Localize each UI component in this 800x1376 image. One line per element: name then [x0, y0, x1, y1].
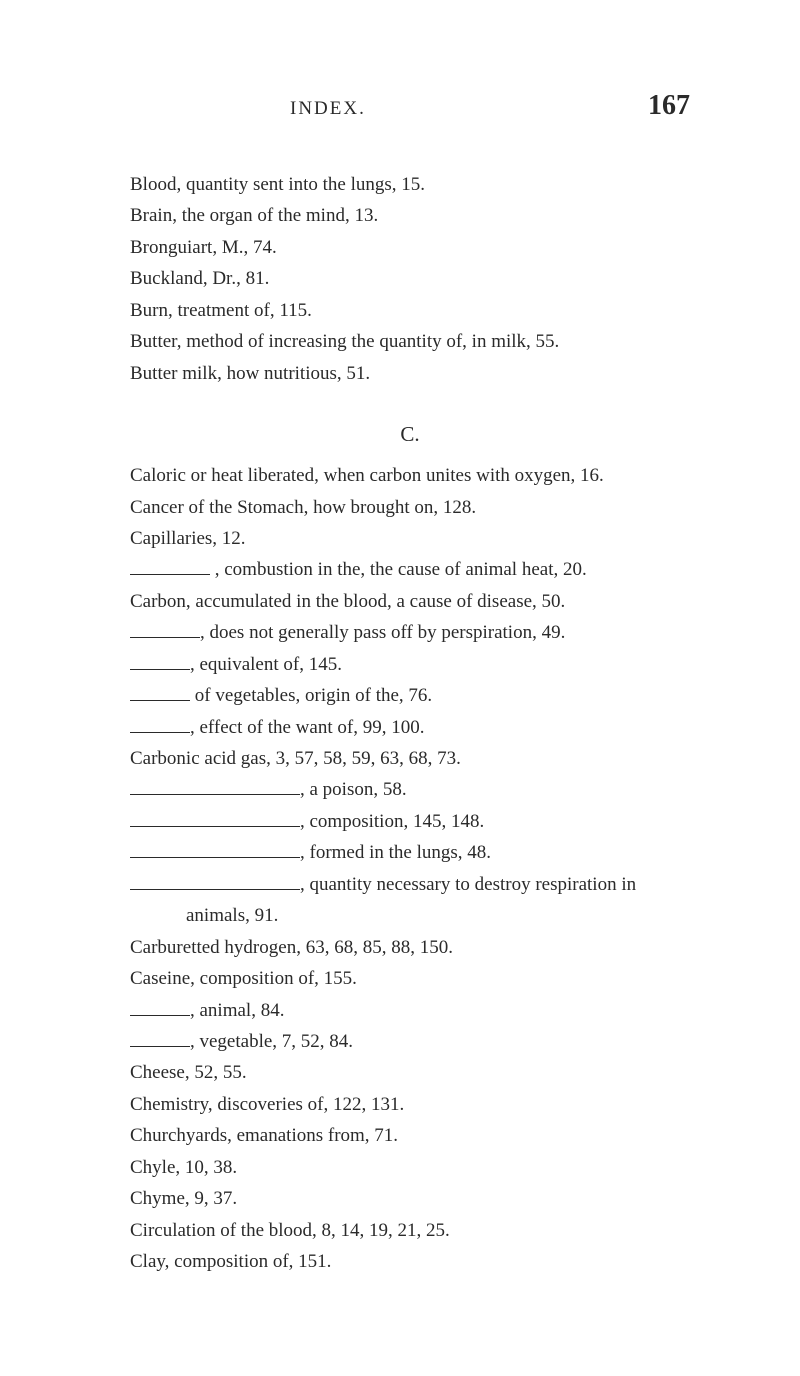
index-entry: Capillaries, 12.	[130, 524, 690, 553]
index-entry: , animal, 84.	[130, 996, 690, 1025]
ditto-dash	[130, 1004, 190, 1015]
entry-text: , equivalent of, 145.	[190, 654, 342, 675]
index-entry: Caloric or heat liberated, when carbon u…	[130, 461, 690, 490]
index-entry: , vegetable, 7, 52, 84.	[130, 1027, 690, 1056]
ditto-dash	[130, 690, 190, 701]
ditto-dash	[130, 721, 190, 732]
ditto-dash	[130, 564, 210, 575]
entry-text: , vegetable, 7, 52, 84.	[190, 1031, 353, 1052]
index-entry: , does not generally pass off by perspir…	[130, 618, 690, 647]
ditto-dash	[130, 1036, 190, 1047]
section-b-entries: Blood, quantity sent into the lungs, 15.…	[130, 170, 690, 388]
ditto-dash	[130, 627, 200, 638]
index-entry: Circulation of the blood, 8, 14, 19, 21,…	[130, 1216, 690, 1245]
index-entry: Bronguiart, M., 74.	[130, 233, 690, 262]
index-entry: Clay, composition of, 151.	[130, 1247, 690, 1276]
index-entry: of vegetables, origin of the, 76.	[130, 681, 690, 710]
index-entry: , effect of the want of, 99, 100.	[130, 713, 690, 742]
index-entry: Carbonic acid gas, 3, 57, 58, 59, 63, 68…	[130, 744, 690, 773]
index-entry: Butter, method of increasing the quantit…	[130, 327, 690, 356]
page-container: INDEX. 167 Blood, quantity sent into the…	[0, 0, 800, 1338]
running-head: INDEX.	[290, 98, 366, 120]
entry-text: , a poison, 58.	[300, 779, 407, 800]
entry-text: , formed in the lungs, 48.	[300, 842, 491, 863]
entry-text: , effect of the want of, 99, 100.	[190, 717, 424, 738]
index-entry: Cancer of the Stomach, how brought on, 1…	[130, 493, 690, 522]
index-entry: , composition, 145, 148.	[130, 807, 690, 836]
ditto-dash	[130, 784, 300, 795]
index-entry: Cheese, 52, 55.	[130, 1058, 690, 1087]
index-entry: Churchyards, emanations from, 71.	[130, 1121, 690, 1150]
entry-text: , composition, 145, 148.	[300, 811, 484, 832]
ditto-dash	[130, 847, 300, 858]
page-number: 167	[648, 90, 690, 122]
index-entry: Chemistry, discoveries of, 122, 131.	[130, 1090, 690, 1119]
ditto-dash	[130, 878, 300, 889]
index-entry: Buckland, Dr., 81.	[130, 264, 690, 293]
index-entry: Carburetted hydrogen, 63, 68, 85, 88, 15…	[130, 933, 690, 962]
index-entry: , quantity necessary to destroy respirat…	[130, 870, 690, 899]
index-entry: , combustion in the, the cause of animal…	[130, 555, 690, 584]
entry-text: , animal, 84.	[190, 1000, 284, 1021]
index-entry: Caseine, composition of, 155.	[130, 964, 690, 993]
page-header: INDEX. 167	[130, 90, 690, 122]
index-entry: Blood, quantity sent into the lungs, 15.	[130, 170, 690, 199]
entry-text: , quantity necessary to destroy respirat…	[300, 874, 636, 895]
index-entry: Brain, the organ of the mind, 13.	[130, 201, 690, 230]
index-entry: Chyle, 10, 38.	[130, 1153, 690, 1182]
index-entry: , equivalent of, 145.	[130, 650, 690, 679]
entry-text: of vegetables, origin of the, 76.	[190, 685, 432, 706]
index-entry: Butter milk, how nutritious, 51.	[130, 359, 690, 388]
section-heading-c: C.	[130, 422, 690, 447]
index-entry-continuation: animals, 91.	[186, 901, 690, 930]
entry-text: , combustion in the, the cause of animal…	[210, 559, 587, 580]
index-entry: , formed in the lungs, 48.	[130, 838, 690, 867]
index-entry: Burn, treatment of, 115.	[130, 296, 690, 325]
entry-text: , does not generally pass off by perspir…	[200, 622, 565, 643]
section-c-entries: Caloric or heat liberated, when carbon u…	[130, 461, 690, 1276]
index-entry: , a poison, 58.	[130, 775, 690, 804]
index-entry: Chyme, 9, 37.	[130, 1184, 690, 1213]
index-entry: Carbon, accumulated in the blood, a caus…	[130, 587, 690, 616]
ditto-dash	[130, 815, 300, 826]
ditto-dash	[130, 658, 190, 669]
